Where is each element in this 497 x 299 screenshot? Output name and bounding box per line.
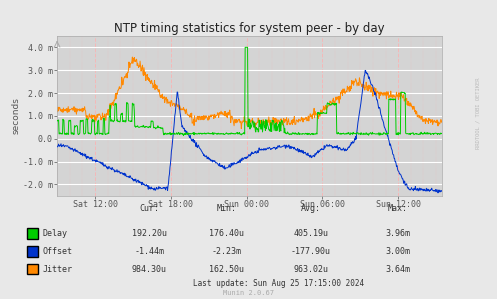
Text: Jitter: Jitter — [42, 265, 72, 274]
Text: Max:: Max: — [388, 204, 408, 213]
Text: 3.00m: 3.00m — [385, 247, 410, 256]
Title: NTP timing statistics for system peer - by day: NTP timing statistics for system peer - … — [114, 22, 385, 35]
Text: 3.64m: 3.64m — [385, 265, 410, 274]
Text: 162.50u: 162.50u — [209, 265, 244, 274]
Text: Min:: Min: — [216, 204, 236, 213]
Text: Delay: Delay — [42, 229, 67, 238]
Text: Last update: Sun Aug 25 17:15:00 2024: Last update: Sun Aug 25 17:15:00 2024 — [193, 279, 364, 288]
Text: RRDTOOL / TOBI OETIKER: RRDTOOL / TOBI OETIKER — [476, 78, 481, 150]
Text: 176.40u: 176.40u — [209, 229, 244, 238]
Text: 192.20u: 192.20u — [132, 229, 166, 238]
Text: 405.19u: 405.19u — [293, 229, 328, 238]
Text: -1.44m: -1.44m — [134, 247, 164, 256]
Y-axis label: seconds: seconds — [11, 97, 20, 134]
Text: -2.23m: -2.23m — [211, 247, 241, 256]
Text: -177.90u: -177.90u — [291, 247, 331, 256]
Text: Munin 2.0.67: Munin 2.0.67 — [223, 290, 274, 296]
Text: Avg:: Avg: — [301, 204, 321, 213]
Text: Cur:: Cur: — [139, 204, 159, 213]
Text: 963.02u: 963.02u — [293, 265, 328, 274]
Text: Offset: Offset — [42, 247, 72, 256]
Text: 984.30u: 984.30u — [132, 265, 166, 274]
Text: 3.96m: 3.96m — [385, 229, 410, 238]
